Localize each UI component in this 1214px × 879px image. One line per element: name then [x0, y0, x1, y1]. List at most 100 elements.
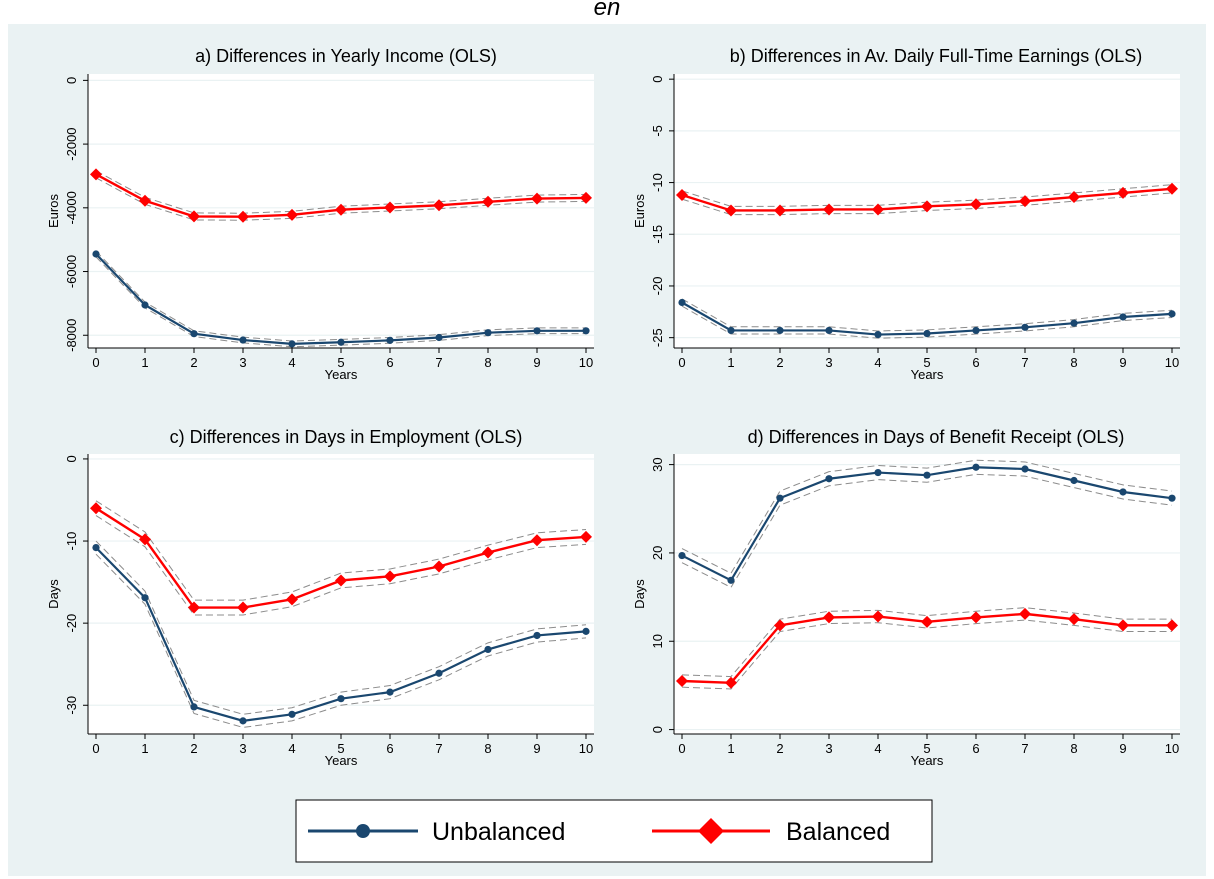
data-point-unbalanced	[435, 669, 443, 677]
ci-lower-unbalanced	[95, 553, 587, 728]
data-point-balanced	[823, 203, 835, 216]
data-point-balanced	[872, 203, 884, 216]
y-tick-label: -10	[650, 173, 665, 192]
legend-marker-unbalanced	[356, 824, 370, 838]
x-tick-label: 1	[727, 741, 734, 756]
ci-lower-balanced	[95, 515, 587, 616]
x-tick-label: 3	[239, 741, 246, 756]
data-point-unbalanced	[1119, 488, 1127, 496]
data-point-unbalanced	[288, 710, 296, 718]
x-tick-label: 8	[484, 355, 491, 370]
data-point-unbalanced	[727, 576, 735, 584]
y-axis-title: Euros	[632, 194, 647, 228]
y-tick-label: -2000	[64, 127, 79, 160]
data-point-unbalanced	[288, 340, 296, 348]
ci-upper-balanced	[681, 607, 1172, 678]
data-point-unbalanced	[1021, 465, 1029, 473]
x-tick-label: 6	[972, 741, 979, 756]
data-point-unbalanced	[825, 475, 833, 483]
x-tick-label: 9	[1119, 355, 1126, 370]
y-tick-label: 0	[64, 455, 79, 462]
y-tick-label: -4000	[64, 191, 79, 224]
data-point-balanced	[139, 533, 151, 546]
data-point-unbalanced	[874, 330, 882, 339]
legend-label-unbalanced: Unbalanced	[432, 818, 565, 846]
data-point-unbalanced	[484, 645, 492, 654]
data-point-balanced	[335, 203, 347, 216]
data-point-unbalanced	[386, 336, 394, 344]
legend: Unbalanced Balanced	[295, 799, 933, 863]
y-tick-label: -20	[650, 277, 665, 296]
data-point-balanced	[482, 546, 494, 559]
plot-area	[88, 454, 594, 734]
ci-lower-unbalanced	[681, 473, 1173, 589]
y-tick-label: -30	[64, 696, 79, 715]
data-point-balanced	[676, 188, 688, 201]
x-tick-label: 5	[923, 355, 930, 370]
y-tick-label: 0	[650, 726, 665, 733]
data-point-unbalanced	[1021, 323, 1029, 331]
data-point-unbalanced	[1119, 313, 1127, 321]
y-tick-label: -25	[650, 328, 665, 347]
chart-title: d) Differences in Days of Benefit Receip…	[748, 427, 1125, 447]
data-point-balanced	[1166, 182, 1178, 195]
page-caption: en	[593, 0, 621, 21]
x-tick-label: 1	[727, 355, 734, 370]
panel-d: 0 10 20 30 0 1 2 3 4 5 6 7 8 9 10 Years Days d) Differenc…	[632, 427, 1180, 768]
data-point-unbalanced	[92, 544, 100, 552]
data-point-unbalanced	[923, 471, 931, 479]
data-point-unbalanced	[727, 326, 735, 335]
x-tick-label: 8	[1070, 355, 1077, 370]
x-tick-label: 0	[92, 355, 99, 370]
x-tick-label: 10	[1165, 741, 1179, 756]
data-point-balanced	[1068, 191, 1080, 204]
x-tick-label: 4	[288, 741, 295, 756]
data-point-balanced	[921, 615, 933, 628]
x-tick-label: 4	[874, 741, 881, 756]
panel-b: 0 -5 -10 -15 -20 -25 0 1 2 3 4 5 6 7 8 9 10 Years Euros b) …	[632, 46, 1180, 382]
x-tick-label: 2	[190, 355, 197, 370]
x-tick-label: 4	[874, 355, 881, 370]
x-tick-label: 0	[92, 741, 99, 756]
data-point-balanced	[384, 570, 396, 583]
data-point-unbalanced	[1070, 319, 1078, 327]
data-point-balanced	[1019, 195, 1031, 208]
x-tick-label: 2	[190, 741, 197, 756]
data-point-balanced	[725, 204, 737, 217]
data-point-balanced	[1166, 619, 1178, 632]
data-point-unbalanced	[1168, 310, 1176, 318]
data-point-unbalanced	[239, 717, 247, 725]
data-point-unbalanced	[972, 326, 980, 335]
chart-title: a) Differences in Yearly Income (OLS)	[195, 46, 497, 66]
data-point-unbalanced	[190, 703, 198, 711]
data-point-balanced	[774, 204, 786, 217]
y-tick-label: 10	[650, 634, 665, 648]
data-point-unbalanced	[239, 336, 247, 344]
data-point-balanced	[90, 168, 102, 181]
ci-upper-balanced	[95, 500, 587, 601]
data-point-balanced	[531, 192, 543, 205]
data-point-balanced	[433, 199, 445, 212]
ci-upper-unbalanced	[681, 298, 1173, 332]
y-tick-label: -10	[64, 532, 79, 551]
data-point-balanced	[823, 611, 835, 624]
x-tick-label: 4	[288, 355, 295, 370]
x-axis-title: Years	[325, 753, 358, 768]
data-point-balanced	[237, 210, 249, 223]
x-tick-label: 6	[386, 355, 393, 370]
data-point-balanced	[1117, 186, 1129, 199]
data-point-balanced	[1117, 619, 1129, 632]
data-point-unbalanced	[582, 627, 590, 635]
x-axis-title: Years	[911, 753, 944, 768]
data-point-unbalanced	[190, 330, 198, 338]
chart-title: c) Differences in Days in Employment (OL…	[170, 427, 523, 447]
x-tick-label: 1	[141, 741, 148, 756]
data-point-unbalanced	[533, 631, 541, 640]
x-tick-label: 7	[1021, 741, 1028, 756]
data-point-balanced	[286, 208, 298, 221]
ci-lower-balanced	[681, 619, 1172, 690]
data-point-unbalanced	[776, 494, 784, 502]
data-point-unbalanced	[1168, 494, 1176, 502]
